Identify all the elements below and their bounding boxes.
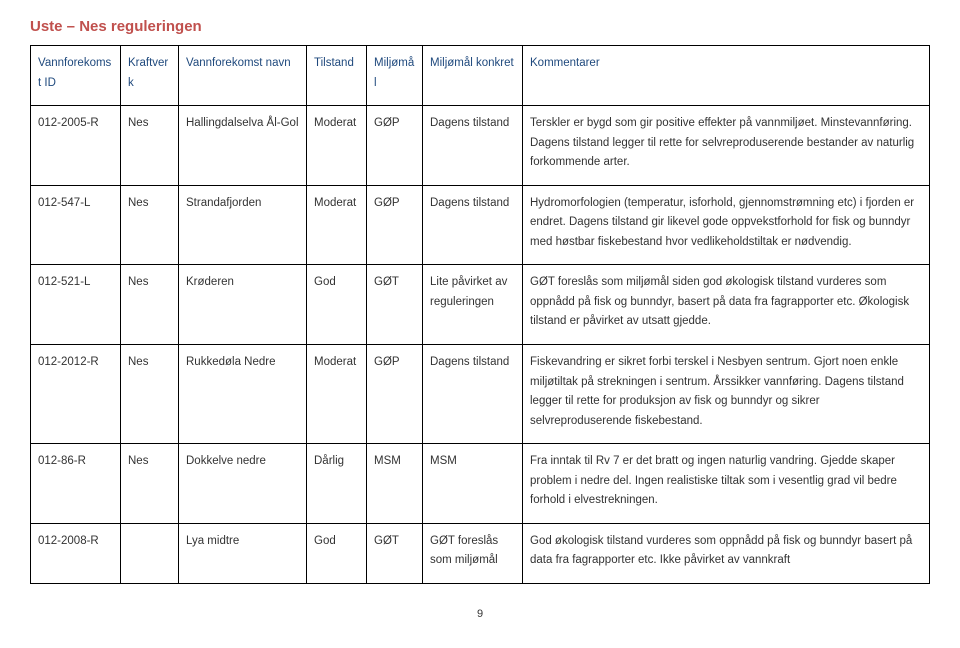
cell-id: 012-2008-R (31, 523, 121, 583)
cell-kommentar: God økologisk tilstand vurderes som oppn… (523, 523, 930, 583)
cell-kommentar: Terskler er bygd som gir positive effekt… (523, 106, 930, 186)
table-row: 012-2008-R Lya midtreGodGØTGØT foreslås s… (31, 523, 930, 583)
cell-konkret: Dagens tilstand (423, 345, 523, 444)
col-header-konkret: Miljømål konkret (423, 46, 523, 106)
cell-navn: Lya midtre (179, 523, 307, 583)
cell-tilstand: Moderat (307, 106, 367, 186)
cell-kommentar: GØT foreslås som miljømål siden god økol… (523, 265, 930, 345)
cell-miljomal: GØP (367, 345, 423, 444)
col-header-id: Vannforekomst ID (31, 46, 121, 106)
cell-kraft: Nes (121, 185, 179, 265)
cell-navn: Strandafjorden (179, 185, 307, 265)
cell-tilstand: God (307, 265, 367, 345)
page-number: 9 (30, 608, 930, 620)
cell-id: 012-2005-R (31, 106, 121, 186)
table-row: 012-2005-RNesHallingdalselva Ål-GolModer… (31, 106, 930, 186)
col-header-kommentar: Kommentarer (523, 46, 930, 106)
cell-kraft: Nes (121, 345, 179, 444)
table-header-row: Vannforekomst ID Kraftverk Vannforekomst… (31, 46, 930, 106)
cell-kraft: Nes (121, 265, 179, 345)
cell-kommentar: Hydromorfologien (temperatur, isforhold,… (523, 185, 930, 265)
table-row: 012-547-LNesStrandafjordenModeratGØPDage… (31, 185, 930, 265)
cell-id: 012-2012-R (31, 345, 121, 444)
cell-miljomal: GØT (367, 265, 423, 345)
cell-konkret: Lite påvirket av reguleringen (423, 265, 523, 345)
col-header-navn: Vannforekomst navn (179, 46, 307, 106)
cell-kraft: Nes (121, 444, 179, 524)
col-header-miljomal: Miljømål (367, 46, 423, 106)
cell-id: 012-547-L (31, 185, 121, 265)
cell-id: 012-86-R (31, 444, 121, 524)
table-row: 012-86-RNesDokkelve nedreDårligMSMMSMFra… (31, 444, 930, 524)
col-header-kraft: Kraftverk (121, 46, 179, 106)
cell-konkret: Dagens tilstand (423, 106, 523, 186)
cell-konkret: Dagens tilstand (423, 185, 523, 265)
cell-konkret: GØT foreslås som miljømål (423, 523, 523, 583)
page-title: Uste – Nes reguleringen (30, 18, 930, 35)
cell-kraft (121, 523, 179, 583)
col-header-tilstand: Tilstand (307, 46, 367, 106)
cell-miljomal: MSM (367, 444, 423, 524)
cell-miljomal: GØT (367, 523, 423, 583)
cell-konkret: MSM (423, 444, 523, 524)
cell-miljomal: GØP (367, 106, 423, 186)
cell-navn: Krøderen (179, 265, 307, 345)
cell-tilstand: God (307, 523, 367, 583)
cell-id: 012-521-L (31, 265, 121, 345)
cell-kommentar: Fiskevandring er sikret forbi terskel i … (523, 345, 930, 444)
cell-kraft: Nes (121, 106, 179, 186)
data-table: Vannforekomst ID Kraftverk Vannforekomst… (30, 45, 930, 584)
cell-navn: Rukkedøla Nedre (179, 345, 307, 444)
cell-navn: Hallingdalselva Ål-Gol (179, 106, 307, 186)
cell-tilstand: Moderat (307, 345, 367, 444)
table-row: 012-2012-RNesRukkedøla NedreModeratGØPDa… (31, 345, 930, 444)
cell-navn: Dokkelve nedre (179, 444, 307, 524)
cell-miljomal: GØP (367, 185, 423, 265)
table-row: 012-521-LNesKrøderenGodGØTLite påvirket … (31, 265, 930, 345)
cell-kommentar: Fra inntak til Rv 7 er det bratt og inge… (523, 444, 930, 524)
cell-tilstand: Moderat (307, 185, 367, 265)
cell-tilstand: Dårlig (307, 444, 367, 524)
